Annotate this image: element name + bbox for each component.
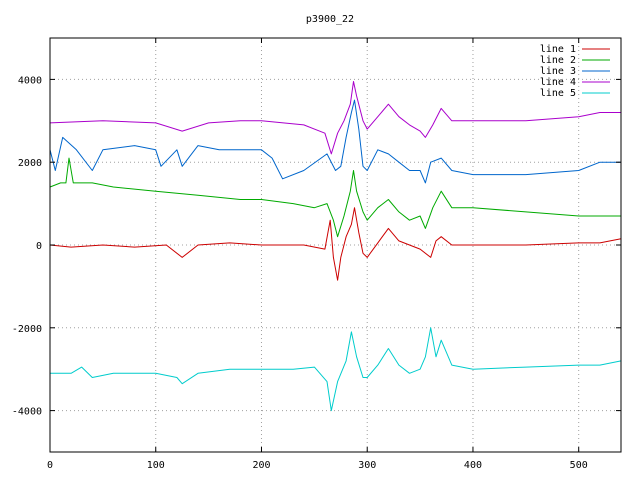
series-line-1 <box>49 207 622 281</box>
grid <box>50 38 621 452</box>
y-tick-label-0: -4000 <box>12 407 42 418</box>
x-tick-label-1: 100 <box>147 460 165 471</box>
series-line-4 <box>49 81 621 155</box>
series-line-3 <box>49 99 621 184</box>
x-tick-label-4: 400 <box>464 460 482 471</box>
legend-label-4: line 4 <box>540 77 576 88</box>
axis-ticks: 0 100 200 300 400 500 -4000 -2000 0 2000 4000 <box>12 38 621 471</box>
series-line-2 <box>49 157 621 238</box>
series-lines <box>49 81 622 412</box>
x-tick-label-2: 200 <box>252 460 270 471</box>
legend-label-1: line 1 <box>540 44 576 55</box>
y-tick-label-3: 2000 <box>18 158 42 169</box>
y-tick-label-4: 4000 <box>18 75 42 86</box>
chart-title: p3900_22 <box>306 14 354 25</box>
series-line-5 <box>50 327 622 412</box>
legend-label-5: line 5 <box>540 88 576 99</box>
x-tick-label-0: 0 <box>47 460 53 471</box>
x-tick-label-5: 500 <box>570 460 588 471</box>
y-tick-label-2: 0 <box>36 241 42 252</box>
legend-label-2: line 2 <box>540 55 576 66</box>
legend-label-3: line 3 <box>540 66 576 77</box>
y-tick-label-1: -2000 <box>12 324 42 335</box>
x-tick-label-3: 300 <box>358 460 376 471</box>
